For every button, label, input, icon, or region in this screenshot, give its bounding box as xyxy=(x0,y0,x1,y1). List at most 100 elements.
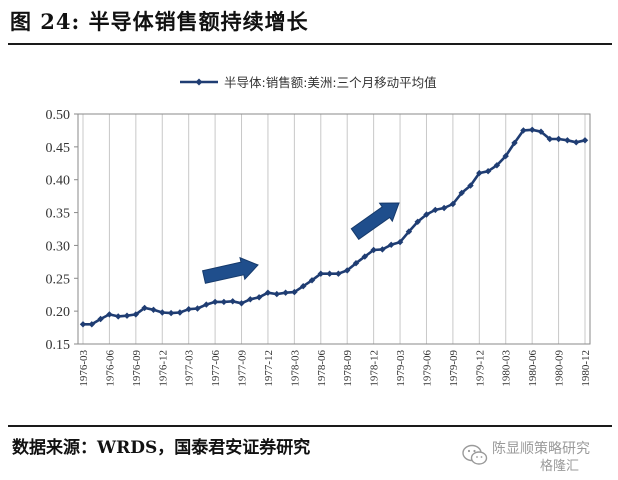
data-point xyxy=(159,309,166,316)
data-point xyxy=(388,241,395,248)
y-tick-label: 0.15 xyxy=(46,338,71,353)
x-tick-label: 1978-06 xyxy=(316,350,328,387)
x-tick-label: 1979-03 xyxy=(395,350,407,387)
legend: 半导体:销售额:美洲:三个月移动平均值 xyxy=(180,75,437,90)
y-tick-label: 0.50 xyxy=(46,108,71,123)
x-tick-label: 1979-12 xyxy=(474,350,486,387)
data-point xyxy=(273,290,280,298)
x-tick-label: 1980-03 xyxy=(501,350,513,387)
data-point xyxy=(396,238,404,246)
series-layer xyxy=(79,126,589,328)
data-point xyxy=(326,270,333,277)
x-tick-label: 1977-09 xyxy=(237,350,249,387)
data-point xyxy=(150,306,157,314)
data-point xyxy=(247,296,254,303)
y-tick-label: 0.30 xyxy=(46,239,71,254)
watermark-brand: 格隆汇 xyxy=(540,459,580,474)
x-tick-label: 1976-09 xyxy=(131,350,143,387)
data-point xyxy=(106,311,113,318)
x-tick-label: 1980-09 xyxy=(554,350,566,387)
wechat-icon xyxy=(462,444,488,465)
x-tick-label: 1979-06 xyxy=(421,350,433,387)
data-point xyxy=(220,298,228,306)
data-point xyxy=(238,300,245,307)
data-point xyxy=(352,260,360,267)
data-point xyxy=(211,298,219,306)
x-tick-label: 1979-09 xyxy=(448,350,460,387)
x-tick-label: 1976-06 xyxy=(104,350,116,387)
grid-lines xyxy=(82,114,586,344)
data-point xyxy=(476,169,483,177)
data-point xyxy=(361,253,368,260)
data-point xyxy=(229,298,236,305)
y-tick-label: 0.35 xyxy=(46,207,71,222)
source-note: 数据来源：WRDS，国泰君安证券研究 xyxy=(12,438,311,458)
watermark: 陈显顺策略研究 格隆汇 xyxy=(462,438,612,474)
y-tick-label: 0.45 xyxy=(46,141,71,156)
legend-marker xyxy=(195,78,203,86)
y-axis-ticks: 0.15 0.20 0.25 0.30 0.35 0.40 0.45 0.50 xyxy=(46,108,78,353)
data-point xyxy=(370,246,377,254)
y-tick-label: 0.40 xyxy=(46,174,71,189)
x-tick-label: 1978-03 xyxy=(289,350,301,387)
line-chart: 0.15 0.20 0.25 0.30 0.35 0.40 0.45 0.50 1976-03… xyxy=(46,75,593,387)
data-point xyxy=(432,206,439,214)
data-point xyxy=(97,315,104,323)
watermark-text: 陈显顺策略研究 xyxy=(492,441,590,457)
x-tick-label: 1980-12 xyxy=(580,350,592,387)
trend-arrow xyxy=(350,202,400,240)
data-point xyxy=(379,246,386,253)
data-point xyxy=(300,283,307,290)
data-point xyxy=(414,218,421,225)
data-point xyxy=(458,189,465,197)
data-point xyxy=(132,311,139,318)
data-point xyxy=(203,301,210,308)
data-point xyxy=(282,289,289,296)
x-tick-label: 1977-06 xyxy=(210,350,222,387)
data-point xyxy=(440,204,448,212)
data-point xyxy=(555,135,562,143)
data-point xyxy=(79,321,87,328)
data-point xyxy=(185,306,192,313)
y-tick-label: 0.25 xyxy=(46,272,71,287)
top-rule xyxy=(8,43,612,45)
data-point xyxy=(308,277,316,284)
x-axis-ticks: 1976-03 1976-06 1976-09 1976-12 1977-03 1977-… xyxy=(78,350,592,387)
data-point xyxy=(115,313,122,320)
plot-frame xyxy=(77,113,591,345)
data-point xyxy=(291,288,298,296)
data-point xyxy=(141,304,148,312)
y-tick-label: 0.20 xyxy=(46,305,71,320)
data-point xyxy=(529,126,536,133)
trend-arrow xyxy=(202,256,259,284)
x-tick-label: 1977-03 xyxy=(184,350,196,387)
legend-label: 半导体:销售额:美洲:三个月移动平均值 xyxy=(224,75,437,90)
data-point xyxy=(449,200,457,208)
data-point xyxy=(317,270,324,277)
annotation-arrows xyxy=(202,202,400,284)
data-point xyxy=(520,127,527,134)
data-point xyxy=(88,321,95,328)
data-point xyxy=(493,162,501,169)
data-point xyxy=(255,294,263,301)
x-tick-label: 1980-06 xyxy=(527,350,539,387)
data-point xyxy=(573,139,580,146)
series-line xyxy=(83,128,586,326)
data-point xyxy=(167,309,175,317)
x-tick-label: 1977-12 xyxy=(263,350,275,387)
x-tick-label: 1976-03 xyxy=(78,350,90,387)
data-point xyxy=(537,128,545,135)
data-point xyxy=(335,270,342,277)
data-point xyxy=(564,137,571,144)
data-point xyxy=(264,289,272,296)
data-point xyxy=(484,168,492,175)
data-point xyxy=(405,228,413,235)
data-point xyxy=(581,137,589,144)
data-point xyxy=(546,135,553,143)
x-tick-label: 1978-12 xyxy=(369,350,381,387)
data-point xyxy=(467,182,474,189)
figure-title: 图 24: 半导体销售额持续增长 xyxy=(10,9,309,34)
data-point xyxy=(194,305,201,312)
data-point xyxy=(511,139,518,147)
x-tick-label: 1978-09 xyxy=(342,350,354,387)
